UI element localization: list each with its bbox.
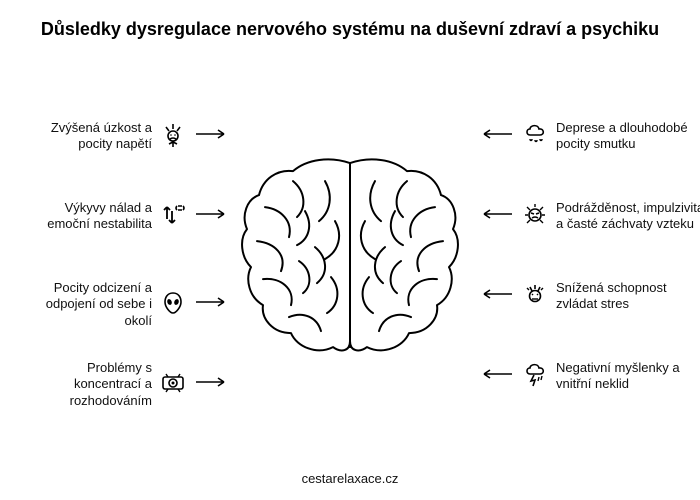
- right-item-1: Podrážděnost, impulzivita a časté záchva…: [478, 200, 700, 233]
- item-label: Pocity odcizení a odpojení od sebe i oko…: [22, 280, 152, 329]
- item-label: Snížená schopnost zvládat stres: [556, 280, 700, 313]
- item-label: Deprese a dlouhodobé pocity smutku: [556, 120, 700, 153]
- moodswings-icon: [160, 201, 186, 232]
- anger-icon: [522, 201, 548, 232]
- raincloud-icon: [522, 121, 548, 152]
- arrow-right-icon: [194, 295, 230, 313]
- arrow-left-icon: [478, 127, 514, 145]
- footer-credit: cestarelaxace.cz: [0, 471, 700, 486]
- storm-icon: [522, 361, 548, 392]
- arrow-left-icon: [478, 367, 514, 385]
- stress-icon: [522, 281, 548, 312]
- left-item-0: Zvýšená úzkost a pocity napětí: [22, 120, 230, 153]
- item-label: Zvýšená úzkost a pocity napětí: [22, 120, 152, 153]
- anxiety-icon: [160, 121, 186, 152]
- brain-illustration: [235, 151, 465, 366]
- arrow-right-icon: [194, 127, 230, 145]
- arrow-right-icon: [194, 375, 230, 393]
- left-item-2: Pocity odcizení a odpojení od sebe i oko…: [22, 280, 230, 329]
- left-item-1: Výkyvy nálad a emoční nestabilita: [22, 200, 230, 233]
- arrow-left-icon: [478, 287, 514, 305]
- right-item-2: Snížená schopnost zvládat stres: [478, 280, 700, 313]
- right-item-0: Deprese a dlouhodobé pocity smutku: [478, 120, 700, 153]
- focus-icon: [160, 369, 186, 400]
- alien-icon: [160, 289, 186, 320]
- item-label: Podrážděnost, impulzivita a časté záchva…: [556, 200, 700, 233]
- arrow-right-icon: [194, 207, 230, 225]
- arrow-left-icon: [478, 207, 514, 225]
- item-label: Výkyvy nálad a emoční nestabilita: [22, 200, 152, 233]
- right-item-3: Negativní myšlenky a vnitřní neklid: [478, 360, 700, 393]
- page-title: Důsledky dysregulace nervového systému n…: [0, 0, 700, 41]
- item-label: Problémy s koncentrací a rozhodováním: [22, 360, 152, 409]
- item-label: Negativní myšlenky a vnitřní neklid: [556, 360, 700, 393]
- left-item-3: Problémy s koncentrací a rozhodováním: [22, 360, 230, 409]
